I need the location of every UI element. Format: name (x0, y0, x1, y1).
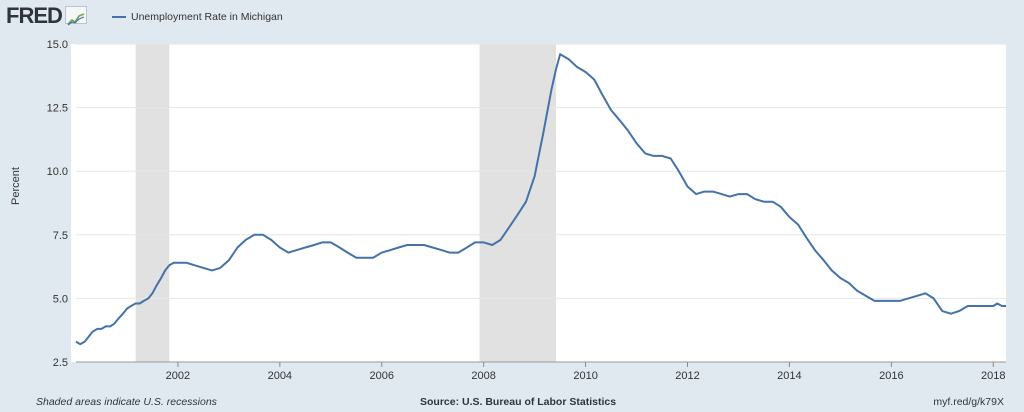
y-tick-label: 12.5 (47, 103, 68, 115)
fred-logo[interactable]: FRED (6, 3, 87, 29)
chart-header: FRED Unemployment Rate in Michigan (0, 0, 1024, 36)
chart-footer: Shaded areas indicate U.S. recessions So… (0, 394, 1024, 412)
source-note: Source: U.S. Bureau of Labor Statistics (420, 396, 617, 408)
x-tick-label: 2014 (777, 370, 801, 382)
legend-line-swatch (112, 16, 126, 18)
x-tick-label: 2012 (675, 370, 699, 382)
y-tick-label: 7.5 (53, 230, 68, 242)
chart-svg[interactable]: 2.5 5.0 7.5 10.0 12.5 15.0 2002 2004 2006 2008 201… (0, 0, 1024, 394)
y-tick-label: 2.5 (53, 357, 68, 369)
x-tick-label: 2018 (981, 370, 1005, 382)
recession-band-1 (135, 44, 170, 362)
legend[interactable]: Unemployment Rate in Michigan (112, 11, 283, 23)
x-tick-label: 2016 (879, 370, 903, 382)
short-url[interactable]: myf.red/g/k79X (933, 396, 1004, 408)
y-tick-label: 15.0 (47, 39, 68, 51)
x-tick-label: 2004 (268, 370, 292, 382)
fred-logo-text: FRED (6, 3, 63, 28)
recession-band-2 (479, 44, 557, 362)
series-line-unemployment-rate[interactable] (75, 53, 1006, 346)
legend-label: Unemployment Rate in Michigan (131, 11, 283, 23)
x-tick-label: 2008 (471, 370, 495, 382)
fred-graph-icon (64, 6, 87, 26)
x-tick-label: 2002 (166, 370, 190, 382)
y-tick-label: 5.0 (53, 293, 68, 305)
x-tick-label: 2006 (370, 370, 394, 382)
x-tick-label: 2010 (573, 370, 597, 382)
y-tick-label: 10.0 (47, 166, 68, 178)
recession-note: Shaded areas indicate U.S. recessions (36, 396, 217, 408)
